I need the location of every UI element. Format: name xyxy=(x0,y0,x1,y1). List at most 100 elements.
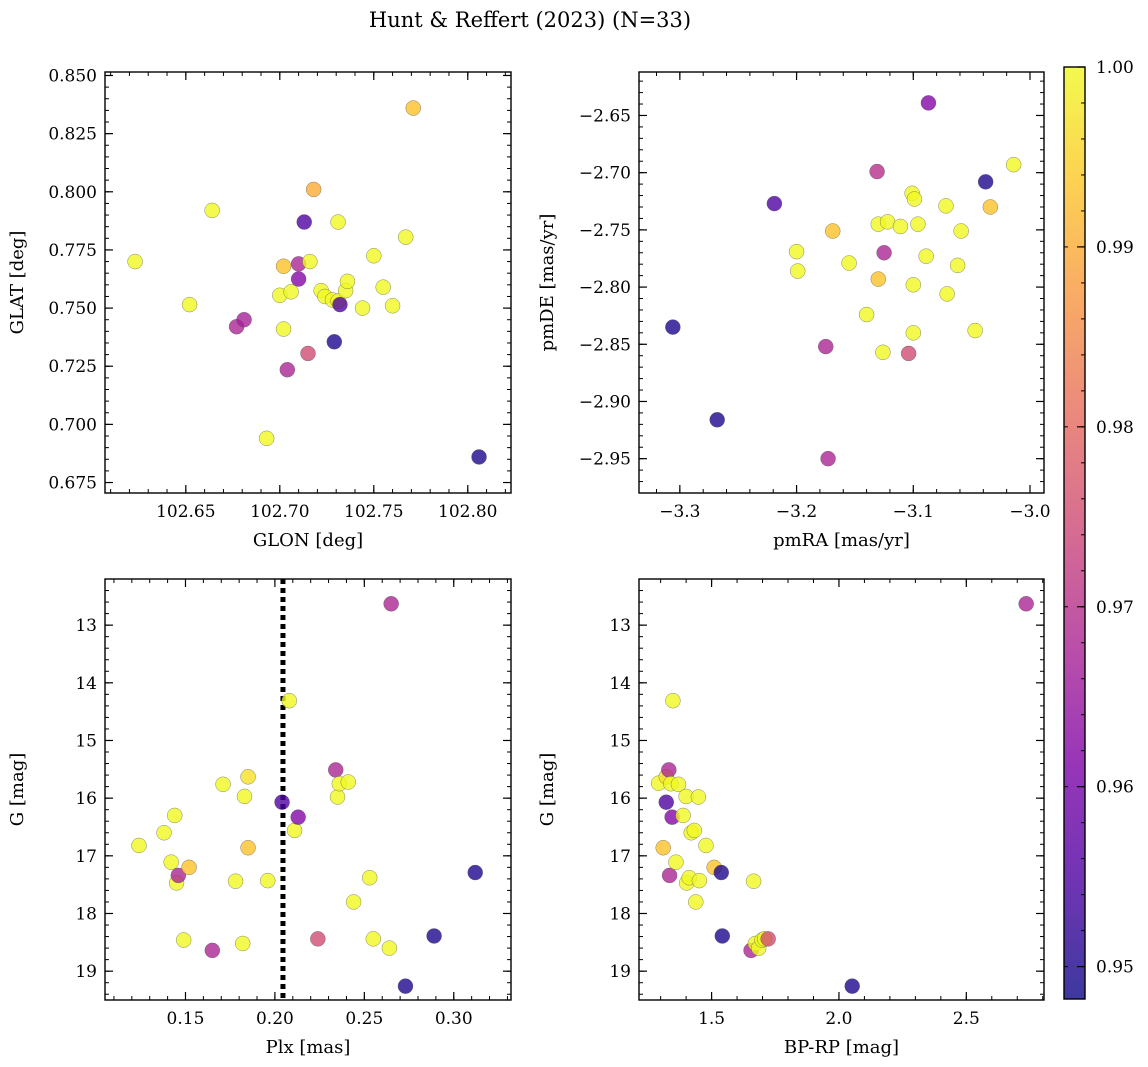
bprp-g-point xyxy=(668,854,684,870)
glon-glat-point xyxy=(397,229,414,245)
glon-glat-point xyxy=(300,345,316,362)
plx-g-point xyxy=(361,869,378,886)
bprp-g-xtick-label: 2.5 xyxy=(953,1009,980,1029)
bprp-g-point xyxy=(658,794,675,810)
bprp-g-point xyxy=(760,931,776,947)
glon-glat-point xyxy=(471,449,487,465)
colorbar-frame xyxy=(1063,66,1086,1000)
colorbar-tick-label: 0.98 xyxy=(1096,418,1134,438)
glon-glat-point xyxy=(275,258,292,274)
glon-glat-point xyxy=(236,311,252,328)
plx-g-point xyxy=(227,873,244,889)
glon-glat-point xyxy=(366,248,382,264)
plx-g-point xyxy=(215,776,231,793)
pmra-pmde-xlabel: pmRA [mas/yr] xyxy=(773,530,910,551)
colorbar: 0.95 0.96 0.97 0.98 0.99 1.00 xyxy=(1063,58,1134,1000)
figure-title: Hunt & Reffert (2023) (N=33) xyxy=(369,8,691,32)
plx-g-frame xyxy=(104,578,512,1001)
pmra-pmde-point xyxy=(858,306,875,323)
glon-glat-point xyxy=(326,334,343,350)
plx-g-ytick-label: 16 xyxy=(75,789,97,809)
glon-glat-point xyxy=(305,181,322,198)
glon-glat-panel: 102.65 102.70 102.75 102.80 0.675 0.700 0.725 0… xyxy=(7,66,512,551)
pmra-pmde-point xyxy=(892,218,909,235)
pmra-pmde-point xyxy=(665,319,681,335)
pmra-pmde-ytick-label: −2.75 xyxy=(579,221,631,241)
bprp-g-frame xyxy=(638,578,1045,1001)
glon-glat-point xyxy=(332,296,348,313)
glon-glat-point xyxy=(405,100,422,116)
glon-glat-ytick-label: 0.850 xyxy=(48,66,97,86)
bprp-g-panel: 1.5 2.0 2.5 13 14 15 16 17 18 19 BP-RP [mag] G [mag… xyxy=(537,578,1045,1058)
plx-g-point xyxy=(397,978,414,994)
plx-g-ytick-label: 15 xyxy=(75,731,97,751)
plx-g-point xyxy=(383,596,399,612)
pmra-pmde-point xyxy=(817,338,834,355)
glon-glat-ytick-label: 0.700 xyxy=(48,415,97,435)
plx-g-point xyxy=(327,762,344,778)
plx-g-point xyxy=(467,864,483,881)
bprp-g-ylabel: G [mag] xyxy=(537,753,558,826)
pmra-pmde-point xyxy=(841,255,857,271)
bprp-g-xlabel: BP-RP [mag] xyxy=(784,1037,899,1058)
glon-glat-point xyxy=(290,271,307,287)
pmra-pmde-point xyxy=(709,412,725,428)
plx-g-ylabel: G [mag] xyxy=(7,753,28,826)
pmra-pmde-point xyxy=(869,163,885,180)
pmra-pmde-point xyxy=(910,216,926,232)
glon-glat-ytick-label: 0.825 xyxy=(48,125,97,145)
plx-g-point xyxy=(240,839,256,856)
bprp-g-point xyxy=(655,839,671,856)
bprp-g-xtick-label: 2.0 xyxy=(825,1009,852,1029)
pmra-pmde-frame xyxy=(638,71,1045,494)
glon-glat-ylabel: GLAT [deg] xyxy=(7,231,28,335)
colorbar-alpha-overlay xyxy=(1064,67,1085,999)
pmra-pmde-point xyxy=(788,243,805,260)
bprp-g-point xyxy=(698,837,714,854)
plx-g-xtick-label: 0.30 xyxy=(435,1009,473,1029)
plx-g-point xyxy=(156,825,172,841)
plx-g-xtick-label: 0.25 xyxy=(345,1009,383,1029)
pmra-pmde-point xyxy=(977,174,994,190)
bprp-g-point xyxy=(661,867,678,884)
plx-g-xtick-label: 0.15 xyxy=(167,1009,205,1029)
plx-g-ytick-label: 18 xyxy=(75,904,97,924)
bprp-g-ytick-label: 16 xyxy=(609,789,631,809)
pmra-pmde-point xyxy=(876,245,892,261)
plx-g-point xyxy=(175,932,192,948)
bprp-g-point xyxy=(675,807,691,824)
glon-glat-point xyxy=(258,430,275,447)
pmra-pmde-point xyxy=(820,450,836,467)
glon-glat-ytick-label: 0.725 xyxy=(48,357,97,377)
plx-g-point xyxy=(281,692,297,709)
glon-glat-frame xyxy=(104,71,512,494)
bprp-g-ytick-label: 15 xyxy=(609,731,631,751)
plx-g-panel: 0.15 0.20 0.25 0.30 13 14 15 16 17 18 19 Plx [mas] G… xyxy=(7,578,512,1058)
plx-g-xtick-label: 0.20 xyxy=(256,1009,294,1029)
plx-g-ytick-label: 13 xyxy=(75,616,97,636)
pmra-pmde-point xyxy=(789,263,806,279)
pmra-pmde-xtick-label: −3.0 xyxy=(1009,502,1050,522)
pmra-pmde-point xyxy=(905,277,922,293)
glon-glat-point xyxy=(302,253,318,270)
bprp-g-point xyxy=(661,762,677,778)
pmra-pmde-ytick-label: −2.80 xyxy=(579,278,631,298)
plx-g-point xyxy=(340,774,356,790)
glon-glat-plot-area xyxy=(105,72,511,493)
pmra-pmde-point xyxy=(920,95,937,111)
glon-glat-ytick-label: 0.775 xyxy=(48,241,97,261)
pmra-pmde-panel: −3.3 −3.2 −3.1 −3.0 −2.95 −2.90 −2.85 −2.80 −2.7… xyxy=(537,71,1051,551)
plx-g-ytick-label: 17 xyxy=(75,847,97,867)
pmra-pmde-ytick-label: −2.65 xyxy=(579,106,631,126)
plx-g-point xyxy=(310,931,326,947)
bprp-g-point xyxy=(844,978,860,994)
glon-glat-ytick-label: 0.800 xyxy=(48,183,97,203)
plx-g-point xyxy=(260,872,276,889)
glon-glat-point xyxy=(296,214,312,230)
plx-g-ytick-label: 19 xyxy=(75,962,97,982)
pmra-pmde-xtick-label: −3.1 xyxy=(893,502,934,522)
pmra-pmde-point xyxy=(870,271,887,287)
glon-glat-point xyxy=(279,361,296,378)
pmra-pmde-point xyxy=(875,344,891,361)
plx-g-point xyxy=(329,789,346,805)
